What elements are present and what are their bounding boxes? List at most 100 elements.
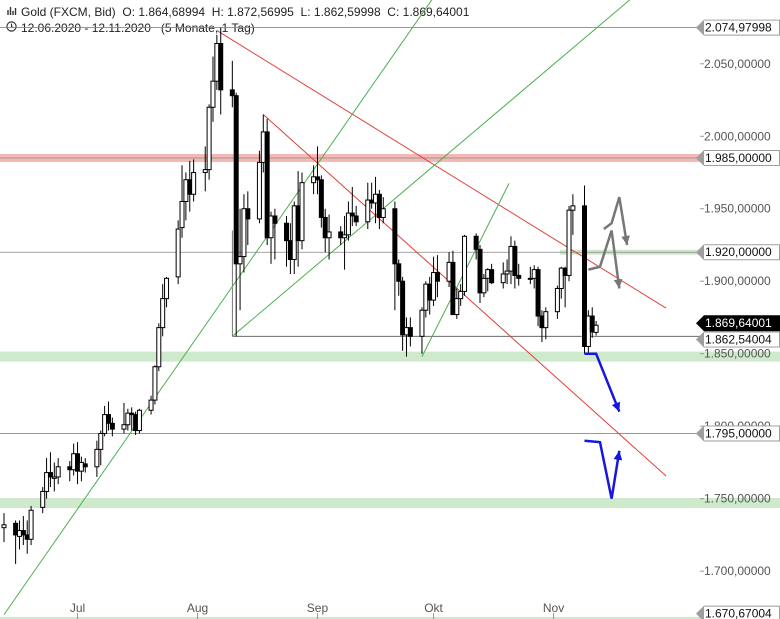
candle-body (245, 208, 251, 220)
candle-body (191, 172, 197, 195)
zone-layer (0, 154, 780, 619)
projection-arrow-blue (584, 352, 621, 413)
date-range: 12.06.2020 - 12.11.2020 (21, 21, 151, 35)
candle-body (434, 272, 440, 282)
candle-body (40, 490, 46, 508)
projection-layer (584, 196, 630, 499)
candle-body (210, 80, 216, 108)
candle-body (237, 256, 243, 265)
candle-body (28, 509, 34, 540)
candle-body (342, 234, 348, 239)
candle-body (202, 169, 208, 174)
arrow-head-icon (611, 401, 621, 412)
candle-body (326, 231, 332, 239)
candle-body (314, 176, 320, 181)
candle-body (558, 267, 564, 289)
projection-arrow-gray (603, 196, 629, 246)
trendline-green (232, 0, 631, 337)
candle-body (129, 412, 135, 416)
candle-body (589, 315, 595, 333)
candle-body (121, 424, 127, 430)
support-zone (0, 351, 780, 362)
candle-body (105, 414, 111, 424)
y-tick-label: 1.900,00000 (704, 274, 771, 288)
candle-body (566, 209, 572, 276)
trendline-layer (3, 0, 667, 615)
candle-body (543, 311, 549, 329)
candle-body (156, 327, 162, 368)
price-tag-inner (704, 316, 779, 331)
chart-header-row-1: Gold (FXCM, Bid) O: 1.864,68994 H: 1.872… (6, 5, 469, 19)
candle-body (504, 270, 510, 275)
candle-body (206, 106, 212, 171)
candle-body (419, 309, 425, 337)
candle-body (160, 298, 166, 329)
candle-body (125, 412, 131, 426)
candle-body (477, 248, 483, 294)
candle-body (82, 463, 88, 468)
candle-body (264, 131, 270, 239)
y-tick-label: 1.950,00000 (704, 202, 771, 216)
price-tag-inner (704, 151, 779, 166)
candle-body (102, 414, 108, 434)
low-value: 1.862,59998 (313, 5, 381, 19)
candle-body (454, 298, 460, 316)
price-tag-label: 1.869,64001 (705, 316, 772, 330)
candle-body (44, 472, 50, 492)
candle-body (407, 327, 413, 337)
candle-body (109, 422, 115, 430)
y-tick-label: 1.750,00000 (704, 492, 771, 506)
candle-body (431, 272, 437, 301)
price-tag-inner (704, 20, 779, 35)
candle-body (299, 182, 305, 242)
candle-body (55, 466, 61, 478)
candle-body (392, 208, 398, 265)
projection-arrow-blue (584, 439, 621, 499)
price-tag-label: 1.920,00000 (705, 245, 772, 259)
projection-arrow-gray (598, 230, 621, 289)
y-tick-label: 1.700,00000 (704, 564, 771, 578)
candle-body (98, 432, 104, 450)
bar-chart-icon (6, 6, 17, 19)
candle-body (136, 409, 142, 432)
candle-body (229, 89, 235, 97)
arrow-head-icon (621, 235, 630, 245)
candle-body (593, 324, 599, 333)
support-zone (0, 616, 780, 619)
candle-body (13, 522, 19, 536)
x-tick-label: Jul (70, 601, 85, 615)
candle-body (175, 228, 181, 278)
candle-body (570, 205, 576, 211)
candle-body (516, 274, 522, 279)
candle-body (535, 269, 541, 317)
candle-body (462, 235, 468, 292)
high-label: H: (211, 5, 224, 19)
candle-body (47, 472, 53, 478)
candle-body (500, 273, 506, 284)
price-tag-label: 1.670,67004 (705, 607, 772, 619)
period-label: (5 Monate, 1 Tag) (160, 21, 255, 35)
candle-body (512, 245, 518, 276)
open-value: 1.864,68994 (138, 5, 206, 19)
price-tag-inner (704, 606, 779, 619)
candle-body (152, 366, 158, 401)
y-tick-label: 2.050,00000 (704, 57, 771, 71)
close-label: C: (387, 5, 400, 19)
y-tick-label: 2.000,00000 (704, 129, 771, 143)
price-tag-label: 2.074,97998 (705, 21, 772, 35)
y-tick-label: 1.850,00000 (704, 347, 771, 361)
x-tick-label: Aug (187, 601, 208, 615)
price-tag-layer: 2.074,97998 1.985,00000 1.920,00000 1.869,6… (696, 19, 780, 619)
candle-body (376, 193, 382, 218)
arrow-head-icon (613, 278, 623, 289)
candle-body (489, 269, 495, 284)
candle-body (241, 208, 247, 258)
price-tag-inner (704, 426, 779, 441)
candle-body (256, 161, 262, 220)
candle-body (179, 201, 185, 229)
open-label: O: (122, 5, 136, 19)
close-value: 1.869,64001 (402, 5, 470, 19)
x-tick-label: Nov (543, 601, 564, 615)
low-label: L: (300, 5, 311, 19)
